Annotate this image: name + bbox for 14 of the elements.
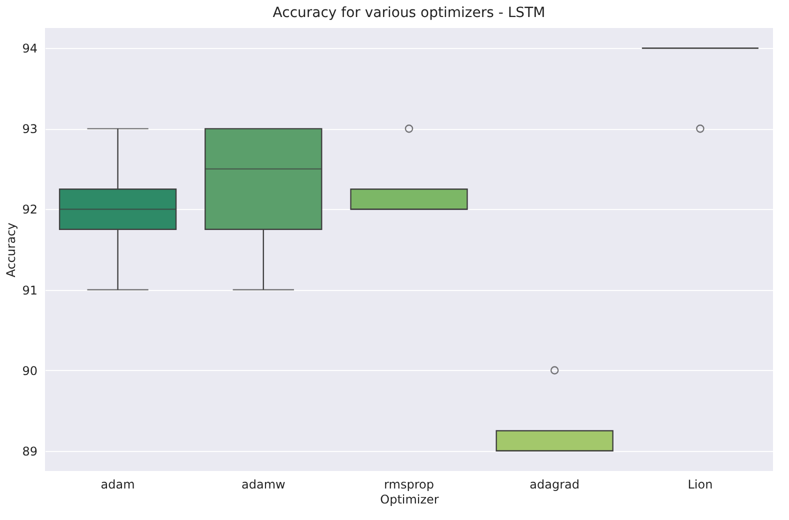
x-tick-label: adamw (241, 478, 286, 492)
x-tick-label: Lion (688, 478, 713, 492)
y-tick-label: 90 (22, 364, 38, 378)
x-tick-label: rmsprop (384, 478, 434, 492)
y-axis-title: Accuracy (4, 222, 18, 278)
y-tick-label: 94 (22, 42, 38, 56)
x-tick-label: adam (100, 478, 135, 492)
y-tick-label: 93 (22, 122, 38, 136)
chart-title: Accuracy for various optimizers - LSTM (272, 5, 546, 21)
x-axis-title: Optimizer (380, 492, 439, 506)
y-tick-label: 89 (22, 444, 38, 458)
y-tick-label: 91 (22, 283, 38, 298)
x-tick-label: adagrad (530, 478, 580, 492)
y-tick-label: 92 (22, 202, 38, 217)
